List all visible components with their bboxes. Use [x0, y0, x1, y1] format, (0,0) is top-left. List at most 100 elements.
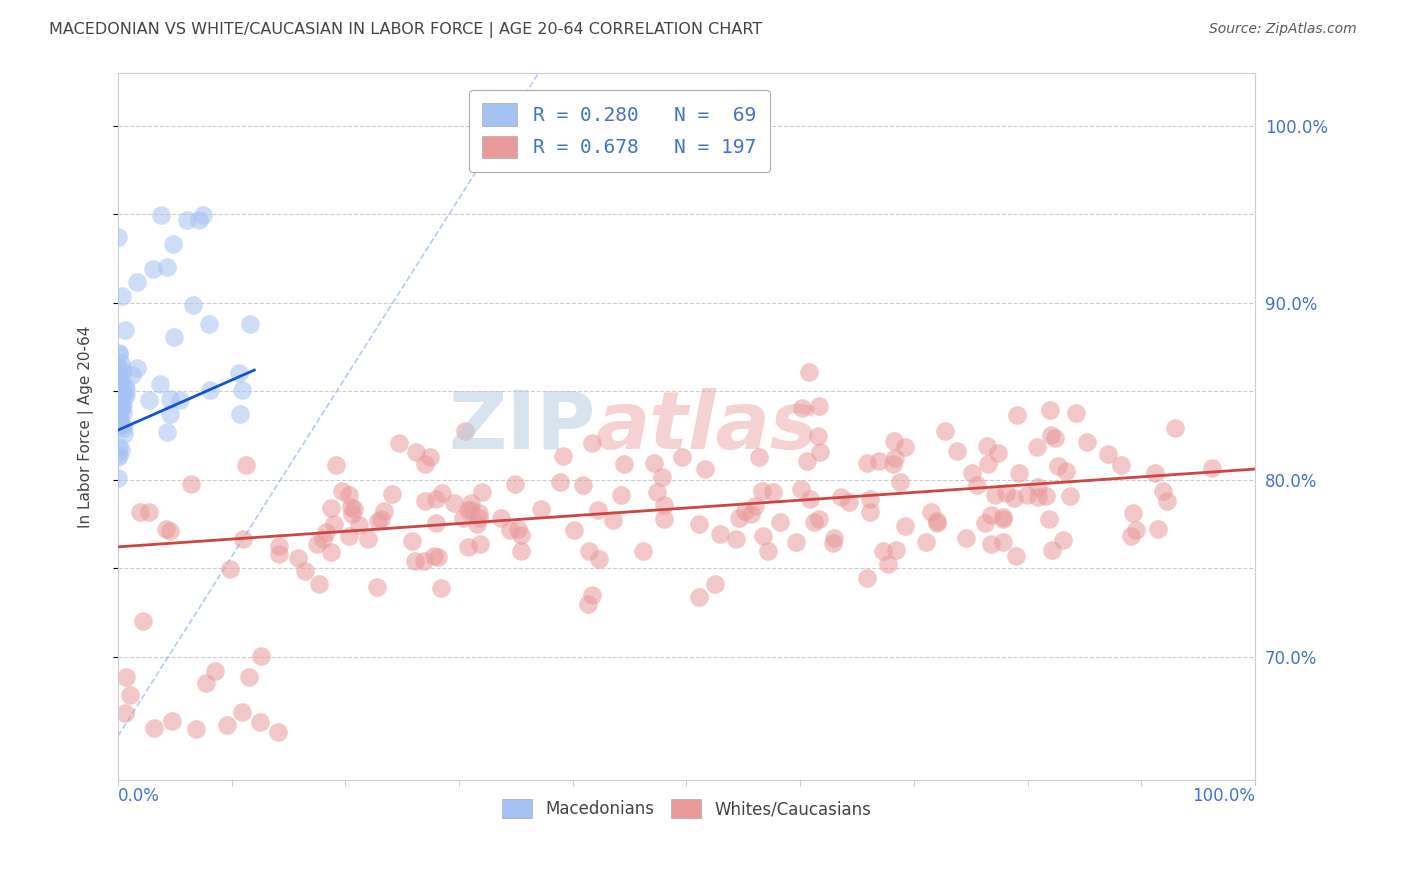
Point [578, 543, 600, 558]
Point [453, 424, 475, 438]
Point [631, 544, 654, 558]
Point [920, 504, 942, 518]
Point [114, 379, 136, 393]
Point [108, 384, 131, 398]
Point [112, 421, 135, 435]
Point [294, 564, 316, 578]
Point [654, 498, 676, 512]
Point [107, 471, 129, 485]
Point [108, 384, 131, 399]
Point [430, 486, 453, 500]
Point [108, 448, 131, 462]
Point [993, 534, 1015, 549]
Point [110, 376, 132, 390]
Point [883, 434, 905, 449]
Point [868, 454, 890, 468]
Point [468, 506, 491, 520]
Point [468, 537, 491, 551]
Text: 100.0%: 100.0% [1192, 788, 1256, 805]
Point [249, 648, 271, 663]
Point [960, 467, 983, 481]
Point [381, 487, 404, 501]
Point [976, 438, 998, 452]
Point [138, 393, 160, 408]
Point [108, 400, 131, 414]
Point [808, 511, 831, 525]
Point [1109, 458, 1132, 472]
Point [107, 376, 129, 391]
Point [107, 368, 129, 382]
Point [311, 532, 333, 546]
Point [1125, 523, 1147, 537]
Point [499, 523, 522, 537]
Point [125, 361, 148, 376]
Point [797, 365, 820, 379]
Point [460, 496, 482, 510]
Point [808, 445, 831, 459]
Point [425, 491, 447, 506]
Point [610, 488, 633, 502]
Point [915, 535, 938, 549]
Point [115, 670, 138, 684]
Point [339, 500, 361, 515]
Point [1152, 483, 1174, 498]
Point [142, 262, 165, 277]
Point [744, 499, 766, 513]
Legend: Macedonians, Whites/Caucasians: Macedonians, Whites/Caucasians [495, 792, 877, 825]
Point [108, 440, 131, 454]
Point [894, 440, 917, 454]
Point [339, 488, 361, 502]
Point [510, 543, 533, 558]
Text: atlas: atlas [596, 388, 818, 466]
Point [859, 492, 882, 507]
Point [762, 484, 785, 499]
Point [194, 676, 217, 690]
Point [111, 400, 134, 414]
Point [107, 229, 129, 244]
Point [821, 535, 844, 549]
Point [107, 375, 129, 389]
Point [859, 506, 882, 520]
Point [1008, 466, 1031, 480]
Point [426, 550, 449, 565]
Point [162, 237, 184, 252]
Point [807, 429, 830, 443]
Point [155, 522, 177, 536]
Point [219, 562, 242, 576]
Point [193, 208, 215, 222]
Point [405, 445, 427, 459]
Point [748, 450, 770, 464]
Point [752, 529, 775, 543]
Point [856, 456, 879, 470]
Point [176, 213, 198, 227]
Point [388, 435, 411, 450]
Point [1035, 489, 1057, 503]
Text: ZIP: ZIP [449, 388, 596, 466]
Point [889, 475, 911, 489]
Point [156, 260, 179, 274]
Point [308, 577, 330, 591]
Point [460, 503, 482, 517]
Point [1147, 522, 1170, 536]
Point [1004, 549, 1026, 564]
Point [645, 484, 668, 499]
Text: MACEDONIAN VS WHITE/CAUCASIAN IN LABOR FORCE | AGE 20-64 CORRELATION CHART: MACEDONIAN VS WHITE/CAUCASIAN IN LABOR F… [49, 22, 762, 38]
Point [108, 402, 131, 417]
Point [966, 478, 988, 492]
Point [1122, 506, 1144, 520]
Point [132, 615, 155, 629]
Point [709, 527, 731, 541]
Point [508, 522, 530, 536]
Point [238, 670, 260, 684]
Point [269, 547, 291, 561]
Point [107, 345, 129, 359]
Point [955, 531, 977, 545]
Text: 0.0%: 0.0% [118, 788, 160, 805]
Point [112, 399, 135, 413]
Point [1059, 489, 1081, 503]
Point [934, 424, 956, 438]
Point [267, 725, 290, 739]
Point [457, 503, 479, 517]
Point [340, 507, 363, 521]
Point [149, 208, 172, 222]
